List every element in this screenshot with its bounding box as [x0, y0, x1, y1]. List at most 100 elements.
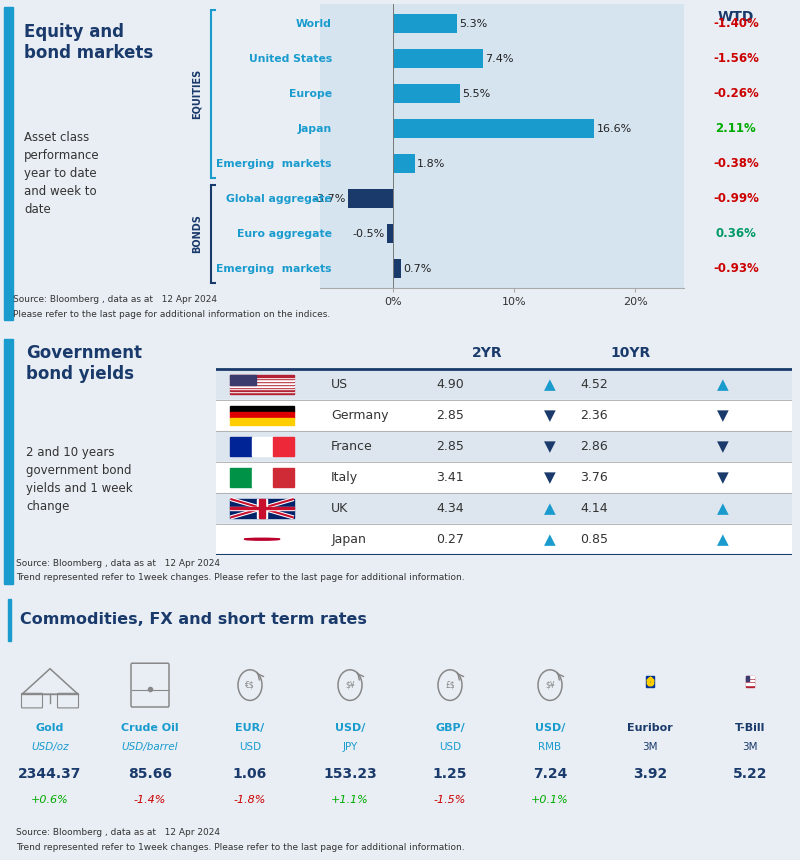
Bar: [259, 499, 266, 518]
Text: -1.8%: -1.8%: [234, 795, 266, 804]
Bar: [746, 684, 754, 685]
Text: JPY: JPY: [342, 741, 358, 752]
Text: Equity and
bond markets: Equity and bond markets: [24, 23, 153, 62]
Text: 3M: 3M: [742, 741, 758, 752]
Bar: [230, 392, 294, 394]
Circle shape: [244, 538, 280, 540]
Bar: [230, 412, 294, 419]
Text: ▼: ▼: [717, 439, 729, 454]
Text: 3M: 3M: [642, 741, 658, 752]
Text: 3.92: 3.92: [633, 767, 667, 781]
Text: ▲: ▲: [717, 531, 729, 547]
Text: 153.23: 153.23: [323, 767, 377, 781]
Bar: [393, 49, 482, 68]
Bar: [230, 386, 294, 388]
Text: -0.26%: -0.26%: [713, 87, 759, 100]
Text: -1.4%: -1.4%: [134, 795, 166, 804]
Bar: [393, 84, 459, 103]
Text: 16.6%: 16.6%: [597, 124, 632, 133]
Text: T-Bill: T-Bill: [735, 723, 765, 734]
Bar: [251, 468, 273, 487]
Text: £$: £$: [445, 680, 455, 690]
Text: EQUITIES: EQUITIES: [192, 69, 202, 119]
Text: 10YR: 10YR: [610, 347, 651, 360]
Text: USD/oz: USD/oz: [31, 741, 69, 752]
Bar: [216, 400, 792, 431]
Bar: [216, 369, 792, 400]
Text: -1.56%: -1.56%: [713, 52, 759, 65]
Bar: [393, 154, 414, 174]
Bar: [216, 524, 792, 555]
Bar: [230, 378, 294, 379]
Text: Source: Bloomberg , data as at   12 Apr 2024: Source: Bloomberg , data as at 12 Apr 20…: [16, 559, 220, 568]
Bar: [230, 499, 294, 518]
Bar: [143, 652, 157, 665]
Text: Gold: Gold: [36, 723, 64, 734]
Text: Emerging  markets: Emerging markets: [217, 159, 332, 169]
Bar: [746, 676, 754, 687]
Text: 2.85: 2.85: [436, 408, 464, 422]
Text: Euro aggregate: Euro aggregate: [237, 229, 332, 239]
Text: 3.76: 3.76: [580, 470, 608, 484]
Text: GBP/: GBP/: [435, 723, 465, 734]
Bar: [230, 419, 294, 425]
Text: ▲: ▲: [544, 377, 556, 392]
Text: 0.27: 0.27: [436, 532, 464, 546]
Text: EUR/: EUR/: [235, 723, 265, 734]
Text: UK: UK: [331, 501, 349, 515]
Text: -1.40%: -1.40%: [713, 17, 759, 30]
Text: Italy: Italy: [331, 470, 358, 484]
Bar: [230, 375, 294, 377]
Text: Government
bond yields: Government bond yields: [26, 344, 142, 383]
Text: Source: Bloomberg , data as at   12 Apr 2024: Source: Bloomberg , data as at 12 Apr 20…: [13, 295, 217, 304]
Text: 1.06: 1.06: [233, 767, 267, 781]
Bar: [216, 431, 792, 462]
Bar: [386, 224, 393, 243]
Text: ▼: ▼: [717, 470, 729, 485]
Text: ▲: ▲: [717, 501, 729, 516]
Bar: [4, 339, 13, 584]
Bar: [273, 468, 294, 487]
Text: ▼: ▼: [717, 408, 729, 423]
Bar: [348, 189, 393, 208]
Text: World: World: [296, 19, 332, 28]
Bar: [8, 599, 11, 641]
Text: Euribor: Euribor: [627, 723, 673, 734]
Text: USD/barrel: USD/barrel: [122, 741, 178, 752]
Text: 2.85: 2.85: [436, 439, 464, 453]
Text: -0.5%: -0.5%: [352, 229, 384, 239]
Bar: [230, 468, 251, 487]
Bar: [230, 383, 294, 384]
Text: +0.1%: +0.1%: [531, 795, 569, 804]
Bar: [393, 119, 594, 138]
Text: 7.24: 7.24: [533, 767, 567, 781]
Bar: [746, 676, 754, 678]
Text: 2 and 10 years
government bond
yields and 1 week
change: 2 and 10 years government bond yields an…: [26, 446, 133, 513]
Bar: [230, 530, 294, 549]
Text: ▲: ▲: [544, 531, 556, 547]
Text: BONDS: BONDS: [192, 214, 202, 253]
Text: -0.93%: -0.93%: [713, 262, 759, 275]
Bar: [273, 437, 294, 456]
Text: France: France: [331, 439, 373, 453]
Text: Asset class
performance
year to date
and week to
date: Asset class performance year to date and…: [24, 131, 99, 216]
Text: Crude Oil: Crude Oil: [121, 723, 179, 734]
Text: 5.5%: 5.5%: [462, 89, 490, 99]
Bar: [230, 381, 294, 383]
Bar: [230, 390, 294, 392]
Text: 4.52: 4.52: [580, 378, 608, 391]
Text: 5.22: 5.22: [733, 767, 767, 781]
Text: ▲: ▲: [544, 501, 556, 516]
Text: USD: USD: [239, 741, 261, 752]
Text: Japan: Japan: [298, 124, 332, 133]
Bar: [393, 259, 402, 279]
Text: USD/: USD/: [535, 723, 565, 734]
Text: 4.90: 4.90: [436, 378, 464, 391]
Bar: [230, 388, 294, 390]
Text: Germany: Germany: [331, 408, 389, 422]
Text: +1.1%: +1.1%: [331, 795, 369, 804]
Text: USD: USD: [439, 741, 461, 752]
Bar: [216, 493, 792, 524]
Text: 2.86: 2.86: [580, 439, 608, 453]
Text: RMB: RMB: [538, 741, 562, 752]
